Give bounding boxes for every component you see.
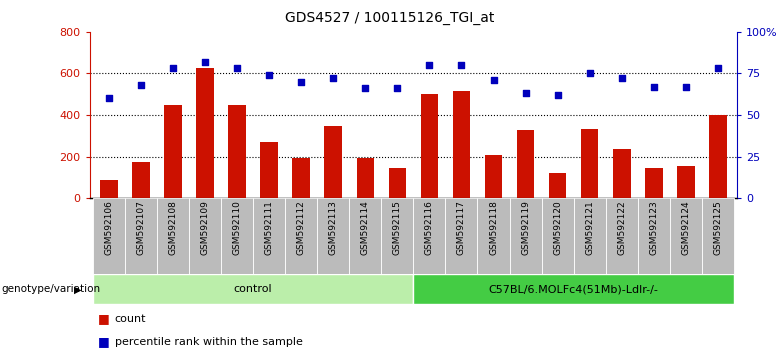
Bar [606, 198, 638, 274]
Bar [549, 173, 566, 198]
Bar [541, 198, 573, 274]
Bar [261, 142, 278, 198]
Bar [324, 126, 342, 198]
Point [103, 96, 115, 101]
Bar [285, 198, 317, 274]
Text: GSM592108: GSM592108 [168, 200, 178, 255]
Text: GSM592113: GSM592113 [329, 200, 338, 255]
Text: C57BL/6.MOLFc4(51Mb)-Ldlr-/-: C57BL/6.MOLFc4(51Mb)-Ldlr-/- [489, 284, 658, 295]
Text: GSM592106: GSM592106 [105, 200, 113, 255]
Text: GSM592122: GSM592122 [617, 200, 626, 255]
Text: GSM592109: GSM592109 [200, 200, 210, 255]
Bar [445, 198, 477, 274]
Bar [157, 198, 189, 274]
Point [519, 91, 532, 96]
Point [456, 62, 468, 68]
Point [391, 86, 403, 91]
Point [295, 79, 307, 85]
Bar [420, 94, 438, 198]
Bar [93, 198, 125, 274]
Text: percentile rank within the sample: percentile rank within the sample [115, 337, 303, 347]
Text: GSM592118: GSM592118 [489, 200, 498, 255]
Bar [93, 274, 413, 304]
Point [424, 62, 436, 68]
Bar [484, 155, 502, 198]
Text: GSM592123: GSM592123 [649, 200, 658, 255]
Bar [349, 198, 381, 274]
Text: GSM592117: GSM592117 [457, 200, 466, 255]
Point [199, 59, 211, 65]
Point [167, 65, 179, 71]
Bar [702, 198, 734, 274]
Text: ■: ■ [98, 312, 109, 325]
Point [615, 76, 628, 81]
Bar [197, 68, 214, 198]
Bar [356, 158, 374, 198]
Bar [645, 168, 662, 198]
Point [551, 92, 564, 98]
Text: GSM592112: GSM592112 [296, 200, 306, 255]
Bar [509, 198, 541, 274]
Bar [165, 105, 182, 198]
Bar [613, 149, 630, 198]
Text: GSM592111: GSM592111 [264, 200, 274, 255]
Point [711, 65, 724, 71]
Bar [709, 115, 727, 198]
Bar [670, 198, 702, 274]
Point [583, 71, 596, 76]
Point [327, 76, 339, 81]
Bar [413, 274, 734, 304]
Point [488, 77, 500, 83]
Point [263, 72, 275, 78]
Bar [254, 198, 285, 274]
Bar [125, 198, 157, 274]
Bar [452, 91, 470, 198]
Bar [677, 166, 695, 198]
Bar [221, 198, 254, 274]
Text: GSM592110: GSM592110 [232, 200, 242, 255]
Bar [413, 198, 445, 274]
Point [679, 84, 692, 90]
Text: genotype/variation: genotype/variation [2, 284, 101, 295]
Text: GSM592116: GSM592116 [425, 200, 434, 255]
Bar [132, 162, 150, 198]
Text: ■: ■ [98, 335, 109, 348]
Text: GDS4527 / 100115126_TGI_at: GDS4527 / 100115126_TGI_at [285, 11, 495, 25]
Bar [573, 198, 606, 274]
Text: GSM592107: GSM592107 [136, 200, 146, 255]
Text: ▶: ▶ [74, 284, 82, 295]
Bar [100, 179, 118, 198]
Bar [317, 198, 349, 274]
Text: GSM592114: GSM592114 [361, 200, 370, 255]
Bar [517, 130, 534, 198]
Bar [388, 168, 406, 198]
Point [359, 86, 371, 91]
Bar [189, 198, 221, 274]
Point [231, 65, 243, 71]
Text: GSM592115: GSM592115 [393, 200, 402, 255]
Text: GSM592119: GSM592119 [521, 200, 530, 255]
Bar [292, 158, 310, 198]
Point [647, 84, 660, 90]
Bar [477, 198, 509, 274]
Text: GSM592125: GSM592125 [714, 200, 722, 255]
Text: count: count [115, 314, 146, 324]
Text: GSM592121: GSM592121 [585, 200, 594, 255]
Bar [381, 198, 413, 274]
Bar [229, 105, 246, 198]
Text: control: control [234, 284, 272, 295]
Point [135, 82, 147, 88]
Bar [638, 198, 670, 274]
Bar [581, 129, 598, 198]
Text: GSM592120: GSM592120 [553, 200, 562, 255]
Text: GSM592124: GSM592124 [681, 200, 690, 255]
